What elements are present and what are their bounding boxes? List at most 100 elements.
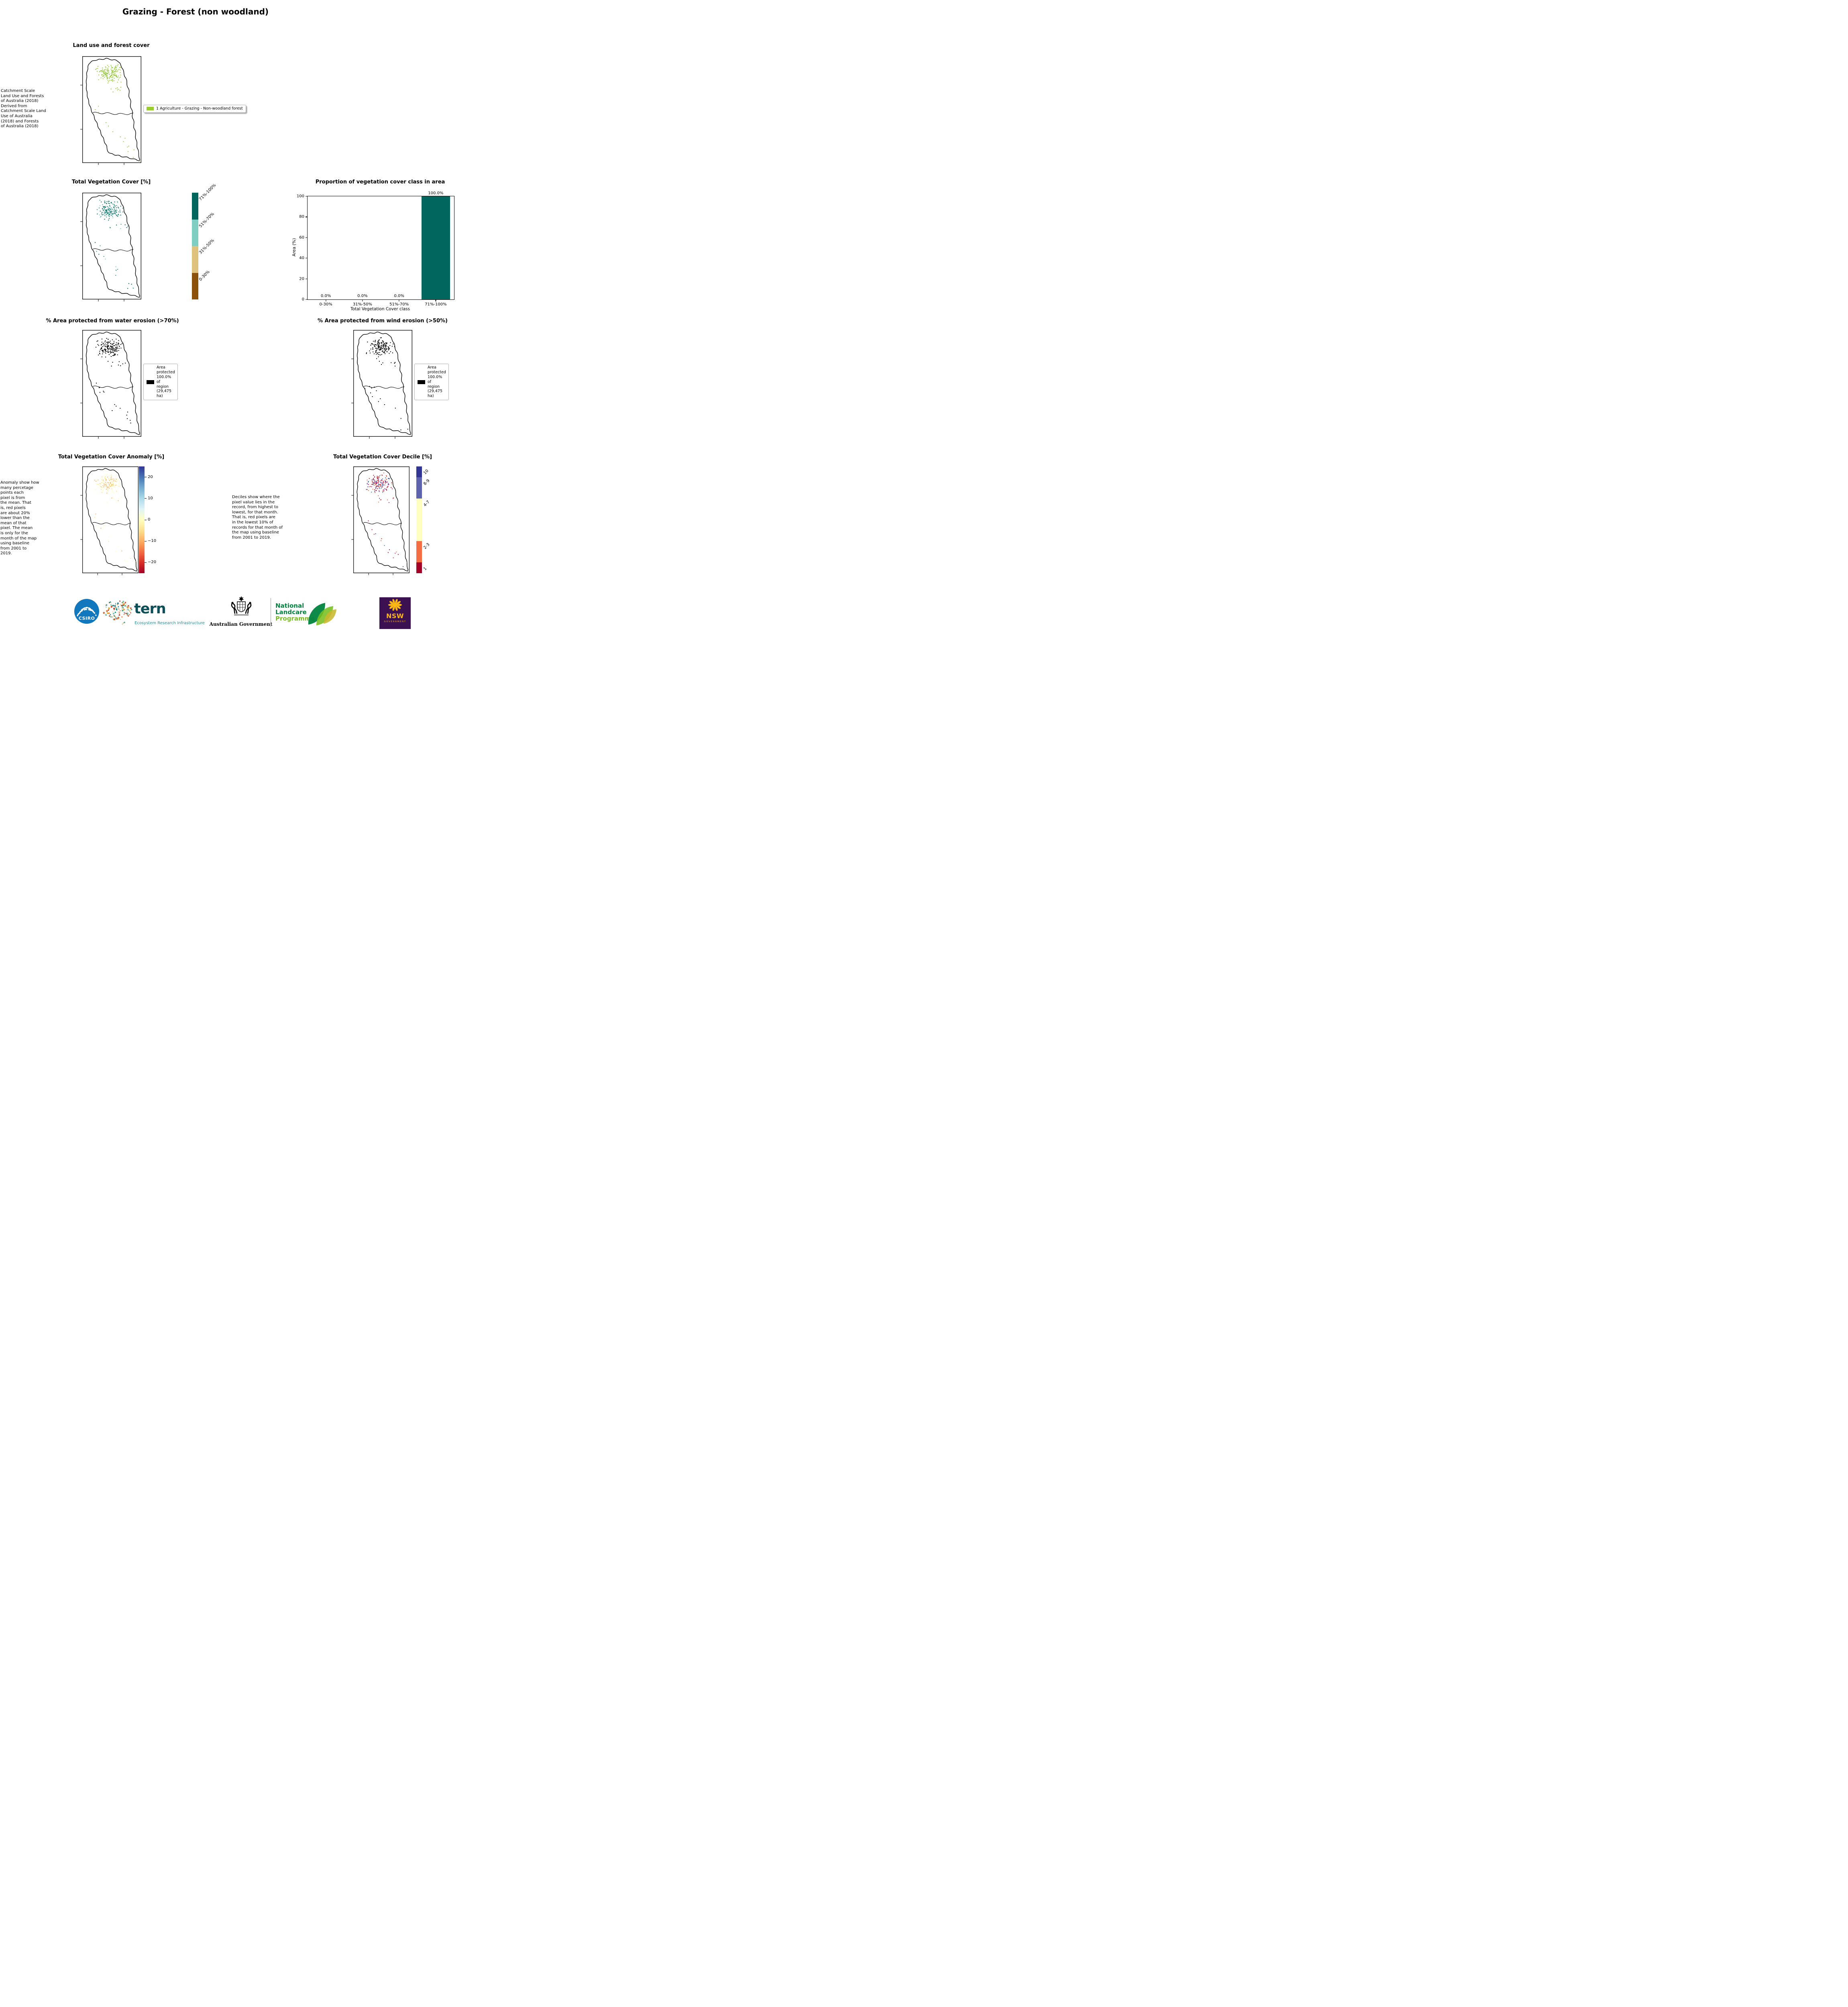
vegcover-colorbar: 71%-100% 51%-70% 31%-50% 0-30% — [192, 183, 220, 299]
water-map-canvas — [80, 330, 141, 439]
bar-slot: 0.0% — [308, 196, 344, 299]
colorbar-label: 51%-70% — [198, 212, 215, 228]
colorbar-tick-label: 0 — [148, 517, 151, 522]
colorbar-tickmark — [145, 562, 147, 563]
colorbar-segment — [192, 193, 198, 220]
y-tick-label: 20 — [299, 277, 304, 281]
x-tick-label: 0-30% — [319, 302, 332, 307]
anomaly-colorbar: 20 10 0 −10 −20 — [139, 466, 159, 573]
vegcover-title: Total Vegetation Cover [%] — [71, 179, 151, 185]
decile-colorbar: 10 8-9 4-7 2-3 1 — [416, 466, 436, 573]
decile-title: Total Vegetation Cover Decile [%] — [333, 454, 432, 460]
waratah-icon — [388, 599, 402, 611]
y-tick-label: 0 — [302, 297, 304, 302]
nsw-government-logo: NSW GOVERNMENT — [379, 597, 411, 629]
wind-map-canvas — [351, 330, 412, 439]
water-title: % Area protected from water erosion (>70… — [46, 318, 179, 324]
report-figure: Grazing - Forest (non woodland) Land use… — [0, 0, 462, 634]
decile-note: Deciles show where the pixel value lies … — [232, 495, 283, 540]
map-dots — [366, 472, 408, 567]
dot-art-australia-icon — [103, 600, 132, 625]
colorbar-segment — [416, 498, 422, 541]
landcare-line2: Landcare — [275, 609, 307, 616]
landuse-map — [80, 56, 141, 165]
bar-value-label: 0.0% — [357, 294, 368, 298]
colorbar-tick-label: −10 — [148, 539, 157, 543]
map-dots — [364, 337, 408, 430]
csiro-label: CSIRO — [78, 616, 95, 621]
vegcover-colorbar-bar — [192, 193, 198, 299]
colorbar-segment — [416, 466, 422, 477]
x-tick-label: 51%-70% — [389, 302, 409, 307]
anomaly-colorbar-bar — [139, 466, 145, 573]
y-tickmark — [306, 237, 308, 238]
bar — [421, 196, 450, 299]
bar-value-label: 0.0% — [320, 294, 331, 298]
colorbar-tick-label: −20 — [148, 560, 157, 565]
map-dots — [95, 64, 140, 161]
y-tick-label: 100 — [296, 194, 304, 199]
colorbar-label: 31%-50% — [198, 238, 215, 255]
nsw-label: NSW — [386, 612, 404, 620]
colorbar-tick-label: 20 — [148, 474, 153, 479]
colorbar-tick-label: 10 — [148, 496, 153, 501]
australian-government-label: Australian Government — [209, 621, 273, 627]
proportion-ylabel: Area (%) — [292, 238, 297, 256]
anomaly-map-canvas — [80, 466, 139, 575]
landuse-title: Land use and forest cover — [73, 43, 150, 49]
colorbar-segment — [192, 273, 198, 299]
decile-map — [351, 466, 410, 575]
x-tick-label: 71%-100% — [425, 302, 447, 307]
colorbar-label: 2-3 — [423, 542, 431, 550]
colorbar-label: 0-30% — [198, 269, 211, 282]
landcare-wordmark: National Landcare Programme — [275, 603, 315, 622]
water-legend-swatch — [147, 380, 154, 384]
colorbar-segment — [416, 477, 422, 499]
anomaly-title: Total Vegetation Cover Anomaly [%] — [58, 454, 165, 460]
landuse-legend-label: 1 Agriculture - Grazing - Non-woodland f… — [156, 106, 243, 111]
anomaly-note: Anomaly show how many percetage points e… — [0, 480, 39, 556]
wind-legend-label: Area protected 100.0% of region (29,475 … — [428, 365, 446, 399]
x-tick-label: 31%-50% — [352, 302, 372, 307]
landuse-legend: 1 Agriculture - Grazing - Non-woodland f… — [143, 105, 246, 113]
colorbar-label: 8-9 — [423, 478, 431, 486]
bar-slot: 100.0% — [418, 191, 454, 299]
anomaly-map — [80, 466, 139, 575]
page-title: Grazing - Forest (non woodland) — [122, 7, 269, 17]
y-tick-label: 80 — [299, 214, 304, 219]
y-tick-label: 60 — [299, 235, 304, 240]
bar-value-label: 0.0% — [394, 294, 404, 298]
tern-subtitle: Ecosystem Research Infrastructure — [134, 621, 205, 625]
colorbar-label: 71%-100% — [198, 183, 217, 202]
colorbar-segment — [416, 541, 422, 563]
tern-wordmark: tern — [134, 601, 166, 617]
colorbar-label: 10 — [423, 468, 430, 476]
bar-value-label: 100.0% — [428, 191, 444, 195]
bar-slot: 0.0% — [381, 196, 418, 299]
nsw-government-label: GOVERNMENT — [384, 621, 406, 623]
water-legend-label: Area protected 100.0% of region (29,475 … — [157, 365, 175, 399]
colorbar-tickmark — [145, 498, 147, 499]
proportion-xlabel: Total Vegetation Cover class — [350, 307, 410, 311]
decile-map-canvas — [351, 466, 410, 575]
y-tickmark — [306, 258, 308, 259]
vegcover-map — [80, 193, 141, 301]
landcare-leaves-icon — [308, 603, 336, 625]
water-map — [80, 330, 141, 439]
map-dots — [94, 474, 137, 562]
wind-legend: Area protected 100.0% of region (29,475 … — [414, 364, 449, 401]
australian-government-crest-icon — [231, 596, 252, 615]
csiro-logo: CSIRO — [74, 599, 99, 624]
vegcover-map-canvas — [80, 193, 141, 301]
landcare-line3: Programme — [275, 615, 315, 622]
landcare-line1: National — [275, 602, 304, 609]
landuse-source-note: Catchment Scale Land Use and Forests of … — [1, 89, 46, 129]
colorbar-segment — [192, 246, 198, 273]
wind-title: % Area protected from wind erosion (>50%… — [318, 318, 448, 324]
y-tick-label: 40 — [299, 256, 304, 261]
colorbar-label: 1 — [423, 566, 428, 572]
proportion-title: Proportion of vegetation cover class in … — [315, 179, 445, 185]
bar-slot: 0.0% — [344, 196, 381, 299]
colorbar-segment — [192, 219, 198, 246]
map-dots — [96, 338, 131, 423]
